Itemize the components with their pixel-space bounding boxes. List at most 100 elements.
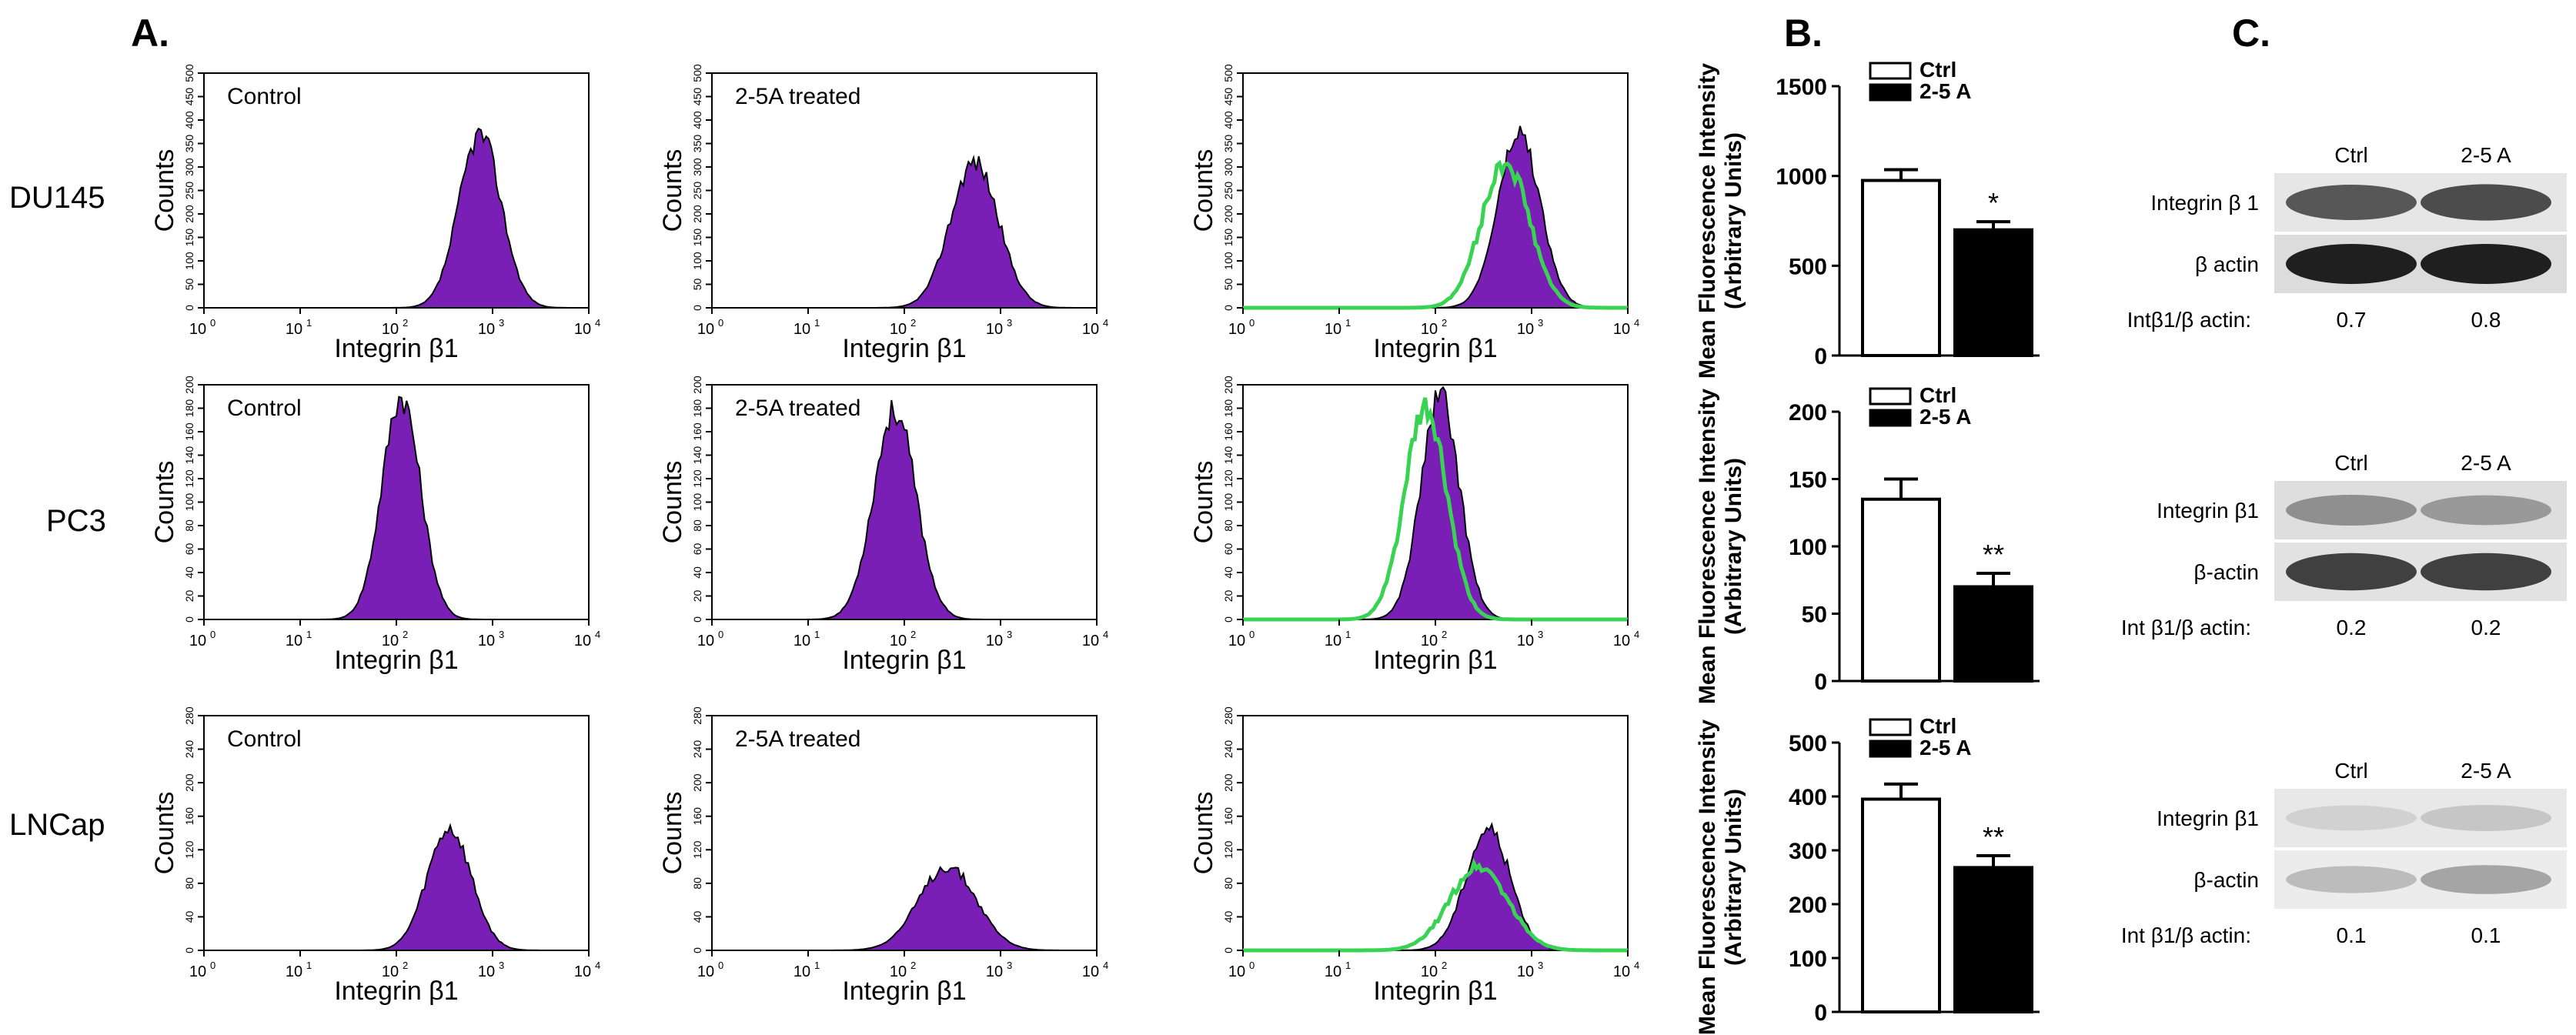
x-tick-label: 10: [1517, 321, 1534, 338]
x-tick-label: 10: [986, 321, 1003, 338]
y-tick-label: 80: [691, 877, 703, 890]
legend-swatch: [1869, 718, 1912, 736]
y-tick-label: 100: [183, 252, 195, 270]
x-tick-label: 10: [986, 963, 1003, 980]
y-tick-label: 250: [1222, 182, 1235, 200]
y-axis-label: Counts: [150, 461, 179, 544]
histogram-label: 2-5A treated: [735, 396, 860, 421]
x-tick-exponent: 1: [814, 960, 820, 971]
y-tick-label: 60: [1222, 543, 1235, 556]
x-tick-label: 10: [1082, 963, 1099, 980]
y-tick-label: 280: [1222, 706, 1235, 725]
legend-label: Ctrl: [1919, 383, 1956, 407]
legend-label: 2-5 A: [1919, 405, 1971, 429]
histogram-fill-control: [204, 823, 589, 951]
y-tick-label: 160: [1222, 807, 1235, 826]
y-tick-label: 0: [691, 947, 703, 953]
y-tick-label: 350: [691, 135, 703, 153]
histogram-frame: [1242, 715, 1629, 951]
y-tick-label: 120: [183, 469, 195, 488]
blot-band: [2421, 865, 2551, 894]
x-tick-exponent: 3: [1538, 317, 1543, 329]
y-tick-label: 300: [183, 158, 195, 176]
y-tick-label: 20: [1222, 590, 1235, 603]
y-tick-label: 200: [1222, 773, 1235, 792]
x-tick-exponent: 4: [1103, 629, 1108, 640]
blot-band: [2286, 185, 2417, 220]
x-tick-exponent: 2: [910, 629, 916, 640]
x-tick-label: 10: [1325, 963, 1341, 980]
blot-row-label: β actin: [2195, 252, 2259, 276]
histogram-fill-control: [1243, 125, 1628, 309]
x-tick-exponent: 4: [1103, 960, 1108, 971]
legend-label: Ctrl: [1919, 58, 1956, 82]
x-tick-exponent: 3: [1538, 960, 1543, 971]
y-tick-label: 1000: [1776, 165, 1827, 190]
x-tick-label: 10: [1325, 633, 1341, 649]
y-tick-label: 60: [691, 543, 703, 556]
y-tick-label: 180: [183, 399, 195, 418]
bar-ctrl: [1861, 179, 1941, 357]
y-tick-label: 200: [183, 376, 195, 394]
x-tick-exponent: 2: [1442, 317, 1447, 329]
histogram-label: Control: [227, 396, 302, 421]
x-tick-label: 10: [382, 321, 399, 338]
y-tick-label: 150: [1222, 229, 1235, 247]
histogram-label: Control: [227, 84, 302, 109]
y-tick-label: 80: [183, 519, 195, 532]
histogram-line-treated: [1243, 397, 1628, 622]
y-axis-label: Counts: [150, 149, 179, 232]
x-tick-exponent: 1: [1345, 960, 1351, 971]
x-tick-exponent: 0: [1249, 960, 1255, 971]
x-tick-exponent: 1: [306, 960, 312, 971]
histogram-fill-2-5a-treated: [712, 155, 1097, 309]
blot-row-label: β-actin: [2193, 868, 2259, 892]
panel-letter-c: C.: [2232, 12, 2270, 55]
y-axis-label: Mean Fluorescence Intensity: [1695, 389, 1720, 704]
y-axis-label-units: (Arbitrary Units): [1721, 132, 1746, 309]
y-tick-label: 400: [1789, 785, 1827, 810]
y-tick-label: 200: [1789, 893, 1827, 918]
y-tick-label: 40: [1222, 566, 1235, 579]
y-tick-label: 40: [183, 910, 195, 923]
histogram-line-treated: [1243, 159, 1628, 310]
x-tick-label: 10: [1613, 963, 1630, 980]
x-tick-exponent: 1: [1345, 629, 1351, 640]
y-tick-label: 240: [691, 740, 703, 759]
y-tick-label: 240: [183, 740, 195, 759]
y-tick-label: 180: [691, 399, 703, 418]
x-tick-label: 10: [478, 321, 495, 338]
y-tick-label: 120: [183, 840, 195, 859]
x-tick-exponent: 4: [595, 960, 600, 971]
bar-2-5-a: [1953, 585, 2033, 683]
x-tick-label: 10: [1517, 633, 1534, 649]
y-tick-label: 80: [183, 877, 195, 890]
y-tick-label: 400: [183, 111, 195, 129]
y-tick-label: 0: [1222, 947, 1235, 953]
histogram-lncap-1: 0 40 80 120 160 200 240 280 10 0 10 1 10 2 10 3 10 4 Integ…: [150, 706, 600, 1006]
x-axis-label: Integrin β1: [334, 646, 458, 675]
x-tick-exponent: 2: [403, 317, 408, 329]
y-tick-label: 500: [1789, 731, 1827, 756]
y-tick-label: 140: [183, 446, 195, 465]
blot-band: [2286, 495, 2417, 526]
blot-band: [2286, 553, 2417, 591]
western-blot-lncap: Ctrl 2-5 A Integrin β1 β-actin Int β1/β acti…: [2121, 759, 2567, 947]
x-tick-label: 10: [1228, 321, 1245, 338]
y-tick-label: 20: [691, 590, 703, 603]
blot-row-label: Integrin β 1: [2150, 191, 2259, 215]
row-label-du145: DU145: [9, 181, 105, 215]
y-tick-label: 50: [183, 279, 195, 291]
x-tick-label: 10: [1228, 633, 1245, 649]
blot-band: [2286, 805, 2417, 831]
lane-label-2-5a: 2-5 A: [2461, 143, 2511, 167]
blot-band: [2421, 805, 2551, 831]
x-tick-label: 10: [478, 963, 495, 980]
y-tick-label: 200: [183, 205, 195, 223]
y-axis-label: Counts: [1189, 149, 1218, 232]
x-axis-label: Integrin β1: [1373, 977, 1497, 1006]
x-tick-exponent: 4: [1103, 317, 1108, 329]
